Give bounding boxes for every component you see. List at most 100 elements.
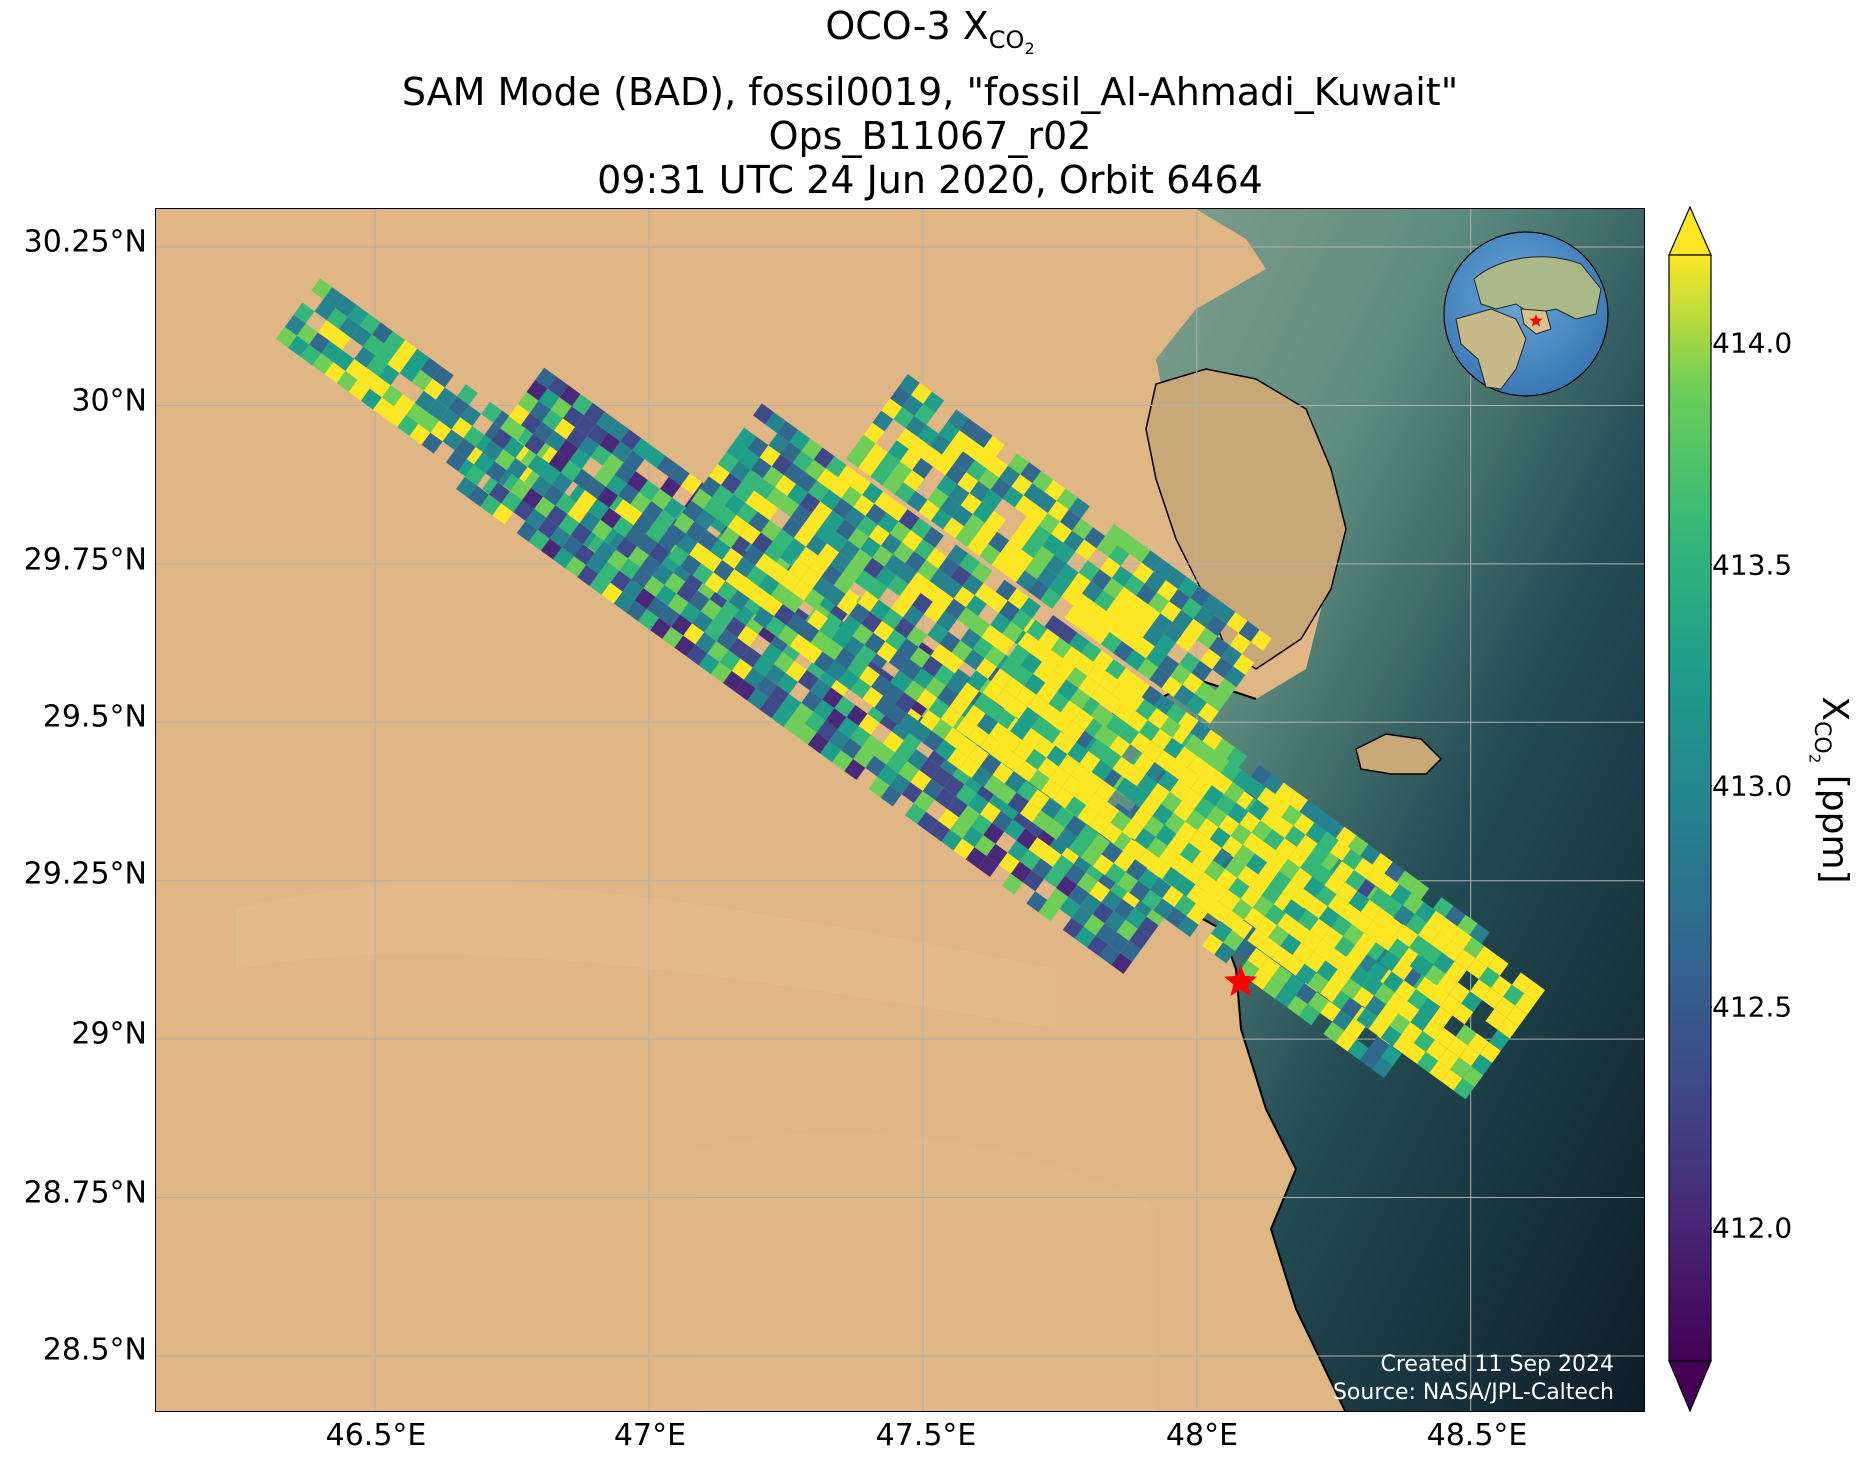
xco2-sounding-cell [1296, 834, 1318, 856]
xco2-sounding-cell [1089, 881, 1111, 903]
xco2-sounding-cell [701, 551, 723, 573]
xco2-sounding-cell [1011, 474, 1033, 496]
xco2-sounding-cell [1069, 572, 1091, 594]
xco2-sounding-cell [554, 418, 576, 440]
xco2-sounding-cell [869, 599, 891, 621]
xco2-sounding-cell [1059, 896, 1081, 918]
xco2-sounding-cell [757, 499, 779, 521]
xco2-sounding-cell [898, 374, 920, 396]
xco2-sounding-cell [1293, 813, 1315, 835]
xco2-sounding-cell [874, 695, 896, 717]
xco2-sounding-cell [460, 405, 482, 427]
xco2-sounding-cell [969, 616, 991, 638]
xco2-sounding-cell [910, 722, 932, 743]
xco2-sounding-cell [1002, 621, 1024, 643]
xco2-sounding-cell [1147, 707, 1169, 729]
xco2-sounding-cell [1078, 676, 1100, 697]
xco2-sounding-cell [914, 538, 936, 560]
xco2-sounding-cell [1243, 907, 1265, 929]
xco2-sounding-cell [622, 579, 644, 601]
xco2-sounding-cell [1325, 948, 1347, 970]
xco2-sounding-cell [1226, 612, 1248, 634]
xco2-sounding-cell [910, 517, 932, 539]
xco2-sounding-cell [373, 397, 395, 419]
lon-label-48: 48°E [1165, 1418, 1239, 1453]
xco2-sounding-cell [1196, 627, 1218, 649]
xco2-sounding-cell [993, 633, 1015, 655]
xco2-sounding-cell [777, 673, 798, 694]
xco2-sounding-cell [1062, 646, 1084, 668]
xco2-sounding-cell [936, 475, 958, 497]
xco2-sounding-cell [636, 534, 658, 556]
xco2-sounding-cell [1162, 866, 1184, 888]
xco2-sounding-cell [1111, 681, 1133, 703]
xco2-sounding-cell [1205, 615, 1227, 637]
xco2-sounding-cell [780, 693, 802, 715]
sand-band [236, 884, 1056, 1029]
xco2-sounding-cell [1300, 855, 1322, 877]
xco2-sounding-cell [810, 630, 832, 652]
xco2-sounding-cell [1131, 807, 1153, 829]
xco2-sounding-cell [950, 565, 972, 587]
xco2-sounding-cell [1105, 714, 1127, 736]
xco2-sounding-cell [1092, 854, 1114, 876]
xco2-sounding-cell [522, 487, 544, 509]
xco2-sounding-cell [1317, 831, 1339, 853]
xco2-sounding-cell [846, 446, 867, 468]
xco2-sounding-cell [1008, 644, 1030, 666]
xco2-sounding-cell [1125, 840, 1147, 862]
xco2-sounding-cell [734, 556, 756, 578]
xco2-sounding-cell [600, 507, 622, 529]
xco2-sounding-cell [1104, 911, 1126, 933]
xco2-sounding-cell [1452, 1003, 1474, 1025]
xco2-sounding-cell [1366, 866, 1388, 888]
xco2-sounding-cell [1036, 566, 1058, 588]
xco2-sounding-cell [1259, 956, 1281, 978]
xco2-sounding-cell [1312, 864, 1334, 886]
xco2-sounding-cell [1365, 995, 1387, 1017]
xco2-sounding-cell [1094, 590, 1116, 612]
xco2-sounding-cell [1090, 704, 1112, 726]
target-star-marker [1224, 964, 1258, 997]
xco2-sounding-cell [978, 468, 1000, 490]
xco2-sounding-cell [1068, 836, 1090, 858]
xco2-sounding-cell [1261, 883, 1283, 905]
xco2-sounding-cell [935, 739, 957, 761]
xco2-sounding-cell [916, 688, 938, 710]
xco2-sounding-cell [781, 516, 803, 538]
xco2-sounding-cell [1007, 840, 1029, 862]
xco2-sounding-cell [850, 677, 872, 699]
xco2-sounding-cell [513, 499, 535, 521]
xco2-sounding-cell [964, 704, 986, 726]
xco2-sounding-cell [338, 316, 360, 338]
xco2-sounding-cell [1028, 769, 1050, 791]
xco2-sounding-cell [903, 469, 925, 491]
xco2-sounding-cell [680, 473, 702, 495]
xco2-sounding-cell [854, 569, 876, 591]
xco2-sounding-cell [933, 454, 955, 476]
xco2-sounding-cell [1037, 757, 1059, 779]
xco2-sounding-cell [749, 586, 771, 608]
xco2-sounding-cell [736, 502, 758, 524]
xco2-sounding-cell [951, 505, 973, 527]
xco2-sounding-cell [813, 651, 835, 673]
xco2-sounding-cell [813, 447, 835, 469]
xco2-sounding-cell [1307, 972, 1329, 994]
xco2-sounding-cell [1250, 968, 1272, 990]
xco2-sounding-cell [956, 716, 977, 738]
xco2-sounding-cell [698, 653, 720, 675]
xco2-sounding-cell [1331, 915, 1353, 937]
xco2-sounding-cell [1016, 760, 1038, 782]
colorbar-tick-marks [1711, 342, 1712, 1230]
xco2-sounding-cell [981, 489, 1003, 511]
xco2-sounding-cell [799, 492, 821, 514]
xco2-sounding-cell [761, 595, 783, 617]
xco2-sounding-cell [897, 638, 919, 660]
xco2-sounding-cell [1254, 841, 1276, 863]
xco2-sounding-cell [858, 455, 880, 477]
xco2-sounding-cell [1127, 595, 1149, 617]
xco2-sounding-cell [1094, 780, 1116, 802]
xco2-sounding-cell [590, 444, 612, 466]
xco2-sounding-cell [979, 543, 1001, 565]
xco2-sounding-cell [945, 463, 967, 485]
